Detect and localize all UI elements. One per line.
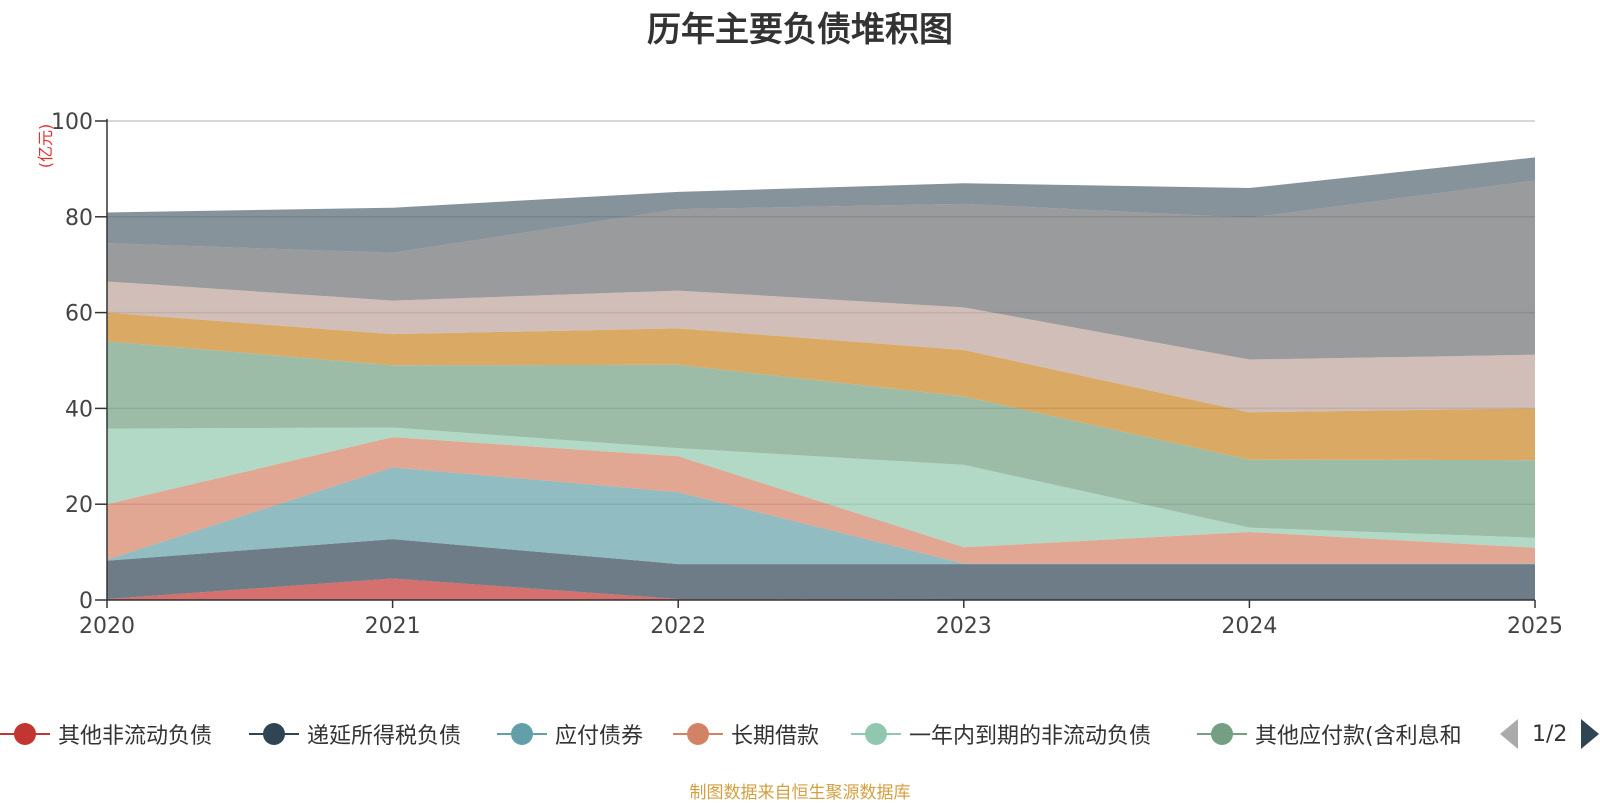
legend-prev-page-icon[interactable] (1500, 719, 1518, 749)
legend-item[interactable]: 其他非流动负债 (0, 716, 212, 752)
x-tick-label: 2020 (79, 614, 135, 639)
x-tick-label: 2021 (365, 614, 421, 639)
y-tick-label: 100 (51, 110, 93, 135)
area-series-8[interactable] (107, 281, 1535, 413)
source-note: 制图数据来自恒生聚源数据库 (689, 783, 911, 803)
area-series-3[interactable] (107, 467, 1535, 565)
area-series-6[interactable] (107, 341, 1535, 538)
y-tick-label: 20 (65, 493, 93, 518)
x-tick-label: 2025 (1507, 614, 1563, 639)
legend-item[interactable]: 一年内到期的非流动负债 (851, 716, 1151, 752)
y-tick-label: 60 (65, 302, 93, 327)
area-series-4[interactable] (107, 437, 1535, 564)
stacked-areas (107, 157, 1535, 600)
legend-item[interactable]: 递延所得税负债 (249, 716, 461, 752)
x-tick-label: 2024 (1221, 614, 1277, 639)
area-series-10[interactable] (107, 157, 1535, 253)
axes: 0 20 40 60 80 100 2020 2021 2022 2023 2024 2025 (51, 110, 1563, 639)
chart-title: 历年主要负债堆积图 (647, 10, 953, 50)
area-series-9[interactable] (107, 180, 1535, 360)
y-tick-label: 80 (65, 206, 93, 231)
legend-marker-icon (0, 716, 50, 752)
legend-item[interactable]: 其他应付款(含利息和 (1197, 716, 1462, 752)
area-series-7[interactable] (107, 312, 1535, 461)
area-series-2[interactable] (107, 539, 1535, 600)
legend-label: 其他应付款(含利息和 (1255, 724, 1462, 749)
legend-label: 应付债券 (555, 724, 644, 749)
legend-page-indicator: 1/2 (1532, 721, 1568, 747)
x-tick-label: 2022 (650, 614, 706, 639)
legend-label: 长期借款 (731, 724, 820, 749)
legend-label: 递延所得税负债 (307, 724, 462, 749)
legend-pager: 1/2 (1500, 716, 1600, 752)
area-series-5[interactable] (107, 427, 1535, 548)
legend-marker-icon (249, 716, 299, 752)
legend-label: 其他非流动负债 (58, 724, 213, 749)
legend-next-page-icon[interactable] (1581, 719, 1600, 749)
y-tick-label: 40 (65, 397, 93, 422)
legend-marker-icon (497, 716, 547, 752)
legend-item[interactable]: 长期借款 (673, 716, 819, 752)
legend-marker-icon (851, 716, 901, 752)
y-axis-unit-label: (亿元) (36, 124, 55, 169)
area-series-1[interactable] (107, 578, 1535, 600)
y-tick-label: 0 (79, 589, 93, 614)
x-tick-label: 2023 (936, 614, 992, 639)
legend-item[interactable]: 应付债券 (497, 716, 643, 752)
legend: 其他非流动负债 递延所得税负债 应付债券 长期借款 一年内到期的非流动负债 其他应付款(含… (0, 716, 1600, 752)
legend-label: 一年内到期的非流动负债 (909, 724, 1152, 749)
legend-marker-icon (1197, 716, 1247, 752)
chart-area: 0 20 40 60 80 100 2020 2021 2022 2023 2024 2025 (亿元… (36, 110, 1563, 639)
legend-marker-icon (673, 716, 723, 752)
